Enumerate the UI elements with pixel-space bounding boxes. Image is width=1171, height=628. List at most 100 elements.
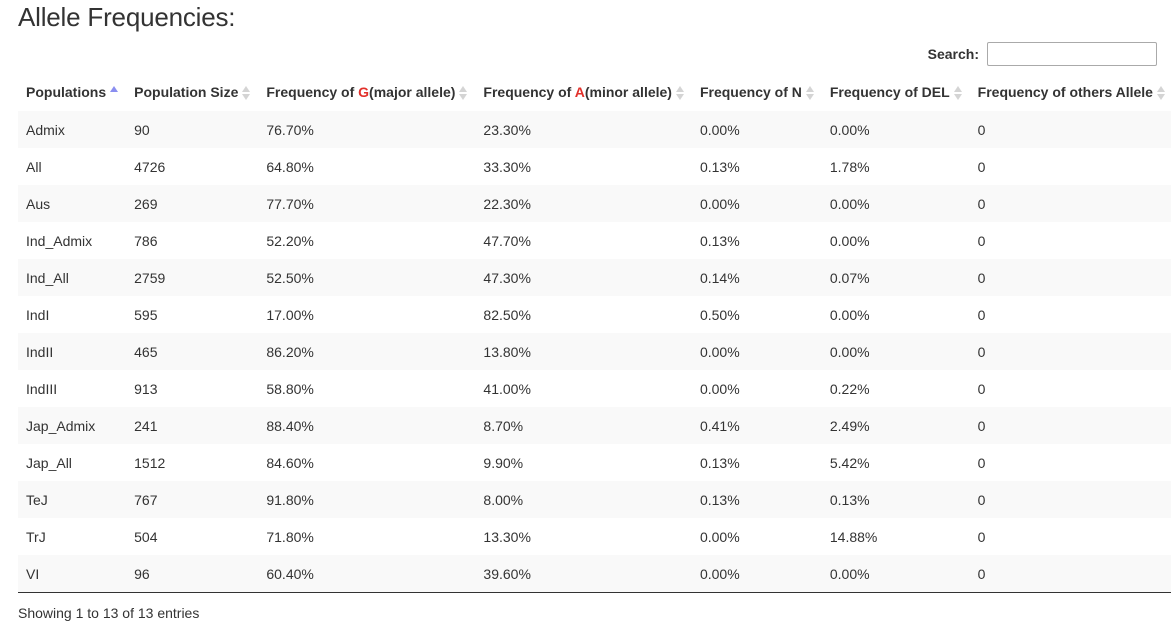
header-population-size-label: Population Size <box>134 83 239 100</box>
sort-icon <box>953 85 962 101</box>
table-row: TeJ 767 91.80% 8.00% 0.13% 0.13% 0 <box>18 481 1171 518</box>
cell-population: TeJ <box>18 481 127 518</box>
cell-population-size: 269 <box>126 185 259 222</box>
table-row: Ind_Admix 786 52.20% 47.70% 0.13% 0.00% 0 <box>18 222 1171 259</box>
cell-population-size: 241 <box>126 407 259 444</box>
cell-frequency-n: 0.00% <box>691 555 822 593</box>
table-row: VI 96 60.40% 39.60% 0.00% 0.00% 0 <box>18 555 1171 593</box>
header-frequency-n-label: Frequency of N <box>699 83 802 100</box>
header-frequency-g-suffix: (major allele) <box>369 83 456 100</box>
header-frequency-others-label: Frequency of others Allele <box>977 83 1153 100</box>
table-row: Aus 269 77.70% 22.30% 0.00% 0.00% 0 <box>18 185 1171 222</box>
sort-icon <box>675 85 684 101</box>
header-frequency-del[interactable]: Frequency of DEL <box>822 74 970 111</box>
cell-population-size: 913 <box>134 380 158 397</box>
cell-frequency-g: 88.40% <box>258 407 476 444</box>
cell-frequency-g: 52.20% <box>266 232 314 249</box>
cell-frequency-others: 0 <box>969 481 1171 518</box>
major-allele-letter: G <box>358 83 370 100</box>
cell-frequency-others: 0 <box>969 259 1171 296</box>
cell-frequency-others: 0 <box>969 333 1171 370</box>
search-label: Search: <box>927 46 979 62</box>
cell-frequency-a: 9.90% <box>483 454 524 471</box>
cell-frequency-others: 0 <box>969 185 1171 222</box>
cell-frequency-a: 13.30% <box>483 528 531 545</box>
table-row: Ind_All 2759 52.50% 47.30% 0.14% 0.07% 0 <box>18 259 1171 296</box>
cell-frequency-del: 0.13% <box>821 481 970 518</box>
cell-population: Jap_All <box>26 454 72 471</box>
cell-frequency-n: 0.14% <box>691 259 822 296</box>
header-populations[interactable]: Populations <box>18 74 126 111</box>
cell-frequency-a: 8.70% <box>475 407 692 444</box>
table-row: Jap_All 1512 84.60% 9.90% 0.13% 5.42% 0 <box>18 444 1171 481</box>
header-frequency-g[interactable]: Frequency of G(major allele) <box>258 74 475 111</box>
header-frequency-g-prefix: Frequency of <box>266 83 359 100</box>
header-frequency-a-suffix: (minor allele) <box>584 83 672 100</box>
cell-frequency-others: 0 <box>969 111 1171 148</box>
table-row: Jap_Admix 241 88.40% 8.70% 0.41% 2.49% 0 <box>18 407 1171 444</box>
cell-frequency-others: 0 <box>977 380 986 397</box>
table-header: Populations Population Size Frequency of… <box>18 74 1171 111</box>
cell-frequency-others: 0 <box>977 232 986 249</box>
cell-frequency-del: 0.00% <box>829 306 870 323</box>
cell-frequency-g: 77.70% <box>258 185 476 222</box>
cell-frequency-g: 17.00% <box>266 306 314 323</box>
cell-frequency-others: 0 <box>977 158 986 175</box>
cell-frequency-del: 0.00% <box>821 185 970 222</box>
table-body: Admix 90 76.70% 23.30% 0.00% 0.00% 0 All 4726 64.… <box>18 111 1171 593</box>
cell-frequency-g: 71.80% <box>266 528 314 545</box>
cell-frequency-a: 8.00% <box>475 481 692 518</box>
cell-population: IndI <box>26 306 50 323</box>
cell-population: VI <box>18 555 127 593</box>
cell-frequency-a: 33.30% <box>483 158 531 175</box>
cell-population-size: 465 <box>126 333 259 370</box>
cell-frequency-n: 0.00% <box>699 528 740 545</box>
cell-frequency-a: 22.30% <box>475 185 692 222</box>
header-populations-label: Populations <box>26 83 107 100</box>
cell-frequency-g: 64.80% <box>266 158 314 175</box>
cell-frequency-g: 84.60% <box>266 454 314 471</box>
table-row: Admix 90 76.70% 23.30% 0.00% 0.00% 0 <box>18 111 1171 148</box>
cell-frequency-a: 47.70% <box>483 232 531 249</box>
sort-icon <box>459 85 468 101</box>
cell-population-size: 595 <box>134 306 158 323</box>
search-box: Search: <box>928 42 1157 66</box>
cell-frequency-del: 1.78% <box>829 158 870 175</box>
table-row: IndI 595 17.00% 82.50% 0.50% 0.00% 0 <box>18 296 1171 333</box>
cell-frequency-a: 47.30% <box>475 259 692 296</box>
sort-icon <box>805 85 814 101</box>
cell-population-size: 4726 <box>134 158 166 175</box>
cell-population: Admix <box>18 111 127 148</box>
cell-population-size: 504 <box>134 528 158 545</box>
minor-allele-letter: A <box>574 83 585 100</box>
sort-icon <box>1156 85 1165 101</box>
cell-frequency-a: 41.00% <box>483 380 531 397</box>
cell-frequency-g: 60.40% <box>258 555 476 593</box>
header-frequency-others[interactable]: Frequency of others Allele <box>970 74 1171 111</box>
cell-frequency-n: 0.13% <box>699 158 740 175</box>
table-row: IndIII 913 58.80% 41.00% 0.00% 0.22% 0 <box>18 370 1171 407</box>
header-population-size[interactable]: Population Size <box>126 74 258 111</box>
cell-population: Ind_Admix <box>26 232 93 249</box>
cell-frequency-del: 0.00% <box>821 333 970 370</box>
header-frequency-n[interactable]: Frequency of N <box>692 74 822 111</box>
cell-frequency-del: 0.00% <box>829 232 870 249</box>
cell-population-size: 2759 <box>126 259 259 296</box>
cell-population: Jap_Admix <box>18 407 127 444</box>
cell-frequency-del: 0.00% <box>821 555 970 593</box>
table-info: Showing 1 to 13 of 13 entries <box>18 605 200 621</box>
cell-frequency-g: 58.80% <box>266 380 314 397</box>
cell-population: All <box>26 158 42 175</box>
allele-frequency-table: Populations Population Size Frequency of… <box>18 74 1171 593</box>
cell-population-size: 786 <box>134 232 158 249</box>
cell-frequency-del: 5.42% <box>829 454 870 471</box>
cell-frequency-a: 23.30% <box>475 111 692 148</box>
header-frequency-a[interactable]: Frequency of A(minor allele) <box>475 74 692 111</box>
cell-population: TrJ <box>26 528 46 545</box>
cell-frequency-del: 0.07% <box>821 259 970 296</box>
cell-frequency-g: 91.80% <box>258 481 476 518</box>
search-input[interactable] <box>987 42 1157 66</box>
header-row: Populations Population Size Frequency of… <box>18 74 1171 111</box>
cell-frequency-a: 82.50% <box>483 306 531 323</box>
cell-population: Ind_All <box>18 259 127 296</box>
